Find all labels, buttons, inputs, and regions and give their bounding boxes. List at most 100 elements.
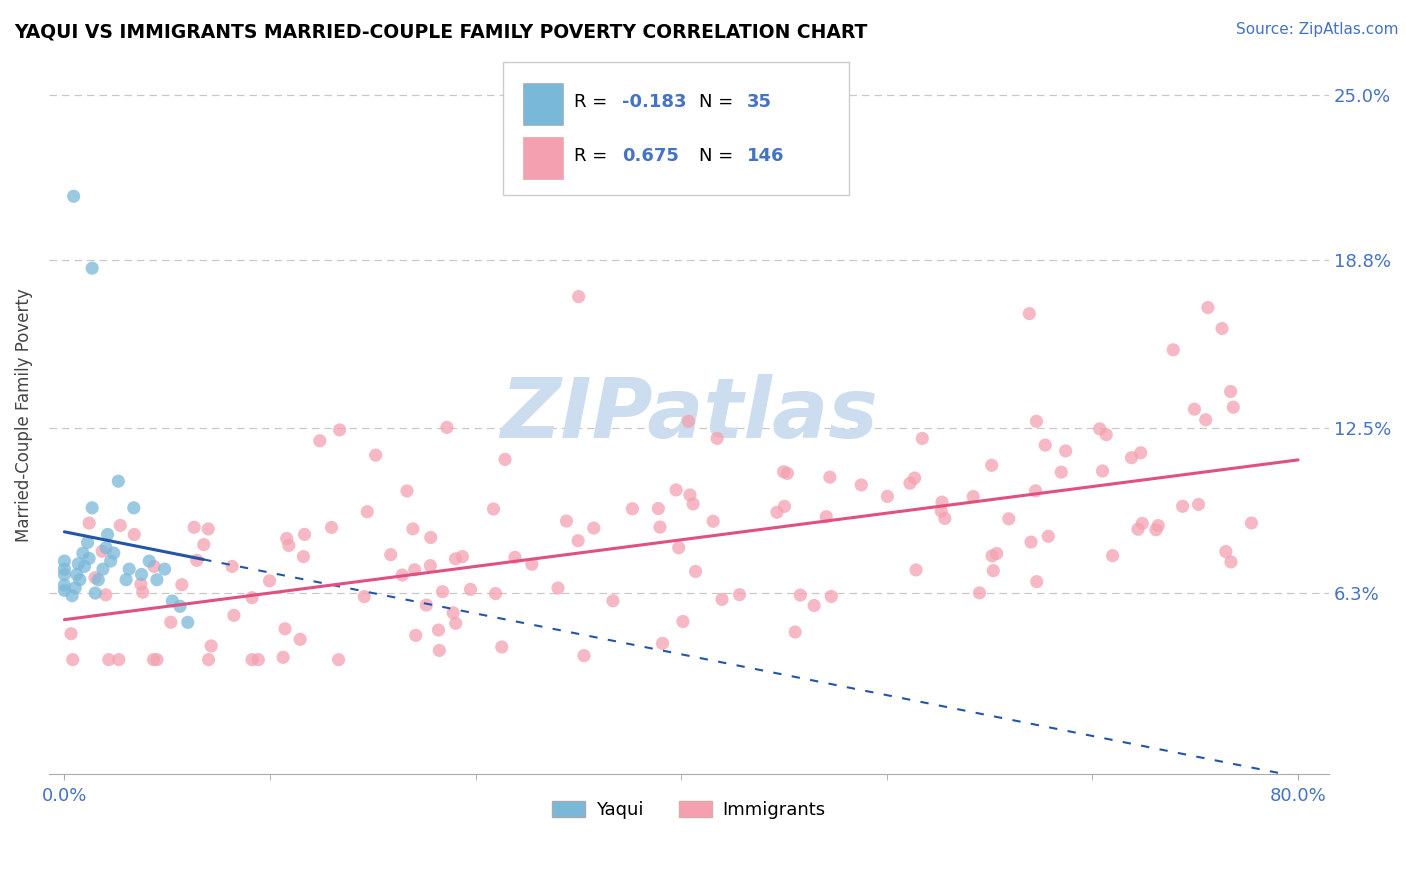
Point xyxy=(391,568,413,582)
Point xyxy=(1050,465,1073,479)
Point xyxy=(63,581,86,595)
Point xyxy=(277,538,299,552)
Point xyxy=(1219,384,1241,399)
Point xyxy=(678,414,700,428)
Point xyxy=(143,559,166,574)
Point xyxy=(665,483,688,497)
Point xyxy=(110,518,132,533)
Y-axis label: Married-Couple Family Poverty: Married-Couple Family Poverty xyxy=(15,288,32,541)
Point xyxy=(706,431,728,445)
Point xyxy=(1197,301,1219,315)
FancyBboxPatch shape xyxy=(523,83,564,125)
Point xyxy=(122,500,145,515)
Point xyxy=(1144,523,1167,537)
Point xyxy=(911,431,934,445)
Point xyxy=(851,478,873,492)
Point xyxy=(94,588,117,602)
Point xyxy=(169,599,191,614)
Point xyxy=(380,548,402,562)
Point xyxy=(547,581,569,595)
Point xyxy=(803,599,825,613)
Point xyxy=(146,573,169,587)
Point xyxy=(1220,555,1243,569)
Point xyxy=(60,626,83,640)
Point xyxy=(1215,544,1237,558)
Point xyxy=(356,505,378,519)
Point xyxy=(1025,574,1047,589)
Text: 35: 35 xyxy=(747,93,772,111)
Point xyxy=(329,423,352,437)
Point xyxy=(405,628,427,642)
Point xyxy=(197,522,219,536)
Point xyxy=(785,625,807,640)
Point xyxy=(728,588,751,602)
Point xyxy=(69,573,91,587)
Point xyxy=(77,551,100,566)
Point xyxy=(451,549,474,564)
Point xyxy=(115,573,138,587)
Point xyxy=(672,615,695,629)
Point xyxy=(60,589,83,603)
Point xyxy=(444,616,467,631)
Text: YAQUI VS IMMIGRANTS MARRIED-COUPLE FAMILY POVERTY CORRELATION CHART: YAQUI VS IMMIGRANTS MARRIED-COUPLE FAMIL… xyxy=(14,22,868,41)
Point xyxy=(682,497,704,511)
Point xyxy=(183,520,205,534)
Point xyxy=(789,588,811,602)
Text: N =: N = xyxy=(699,93,740,111)
Point xyxy=(1025,483,1047,498)
Point xyxy=(1129,446,1152,460)
Point xyxy=(1054,444,1077,458)
Point xyxy=(962,490,984,504)
Point xyxy=(929,504,952,518)
Text: 146: 146 xyxy=(747,147,785,165)
Point xyxy=(84,571,107,585)
Point xyxy=(94,541,117,555)
Point xyxy=(294,527,316,541)
Point xyxy=(766,505,789,519)
Point xyxy=(820,590,842,604)
Point xyxy=(1240,516,1263,530)
Point xyxy=(934,511,956,525)
Point xyxy=(107,474,129,488)
FancyBboxPatch shape xyxy=(523,136,564,179)
Point xyxy=(395,483,418,498)
Point xyxy=(981,564,1004,578)
Point xyxy=(100,554,122,568)
Point xyxy=(222,608,245,623)
Point xyxy=(247,652,270,666)
Point xyxy=(66,567,89,582)
Point xyxy=(503,550,526,565)
Text: N =: N = xyxy=(699,147,740,165)
Point xyxy=(679,488,702,502)
Point xyxy=(328,652,350,666)
Point xyxy=(160,615,183,630)
Point xyxy=(980,458,1002,473)
Text: R =: R = xyxy=(574,147,613,165)
Point xyxy=(82,261,104,276)
Point xyxy=(53,578,76,592)
Point xyxy=(53,554,76,568)
Point xyxy=(772,465,794,479)
Point xyxy=(186,553,208,567)
Point xyxy=(427,623,450,637)
Point xyxy=(572,648,595,663)
Point xyxy=(221,559,243,574)
Point xyxy=(1147,518,1170,533)
Point xyxy=(969,586,991,600)
Text: Source: ZipAtlas.com: Source: ZipAtlas.com xyxy=(1236,22,1399,37)
Point xyxy=(668,541,690,555)
Text: ZIPatlas: ZIPatlas xyxy=(501,374,877,455)
Point xyxy=(77,516,100,530)
Point xyxy=(129,577,152,591)
Point xyxy=(292,549,315,564)
Point xyxy=(898,476,921,491)
Point xyxy=(97,652,120,666)
Point xyxy=(460,582,482,597)
Point xyxy=(1033,438,1056,452)
Point xyxy=(621,501,644,516)
Point xyxy=(648,520,671,534)
Point xyxy=(162,594,184,608)
Point xyxy=(240,652,263,666)
Point xyxy=(647,501,669,516)
Point xyxy=(427,643,450,657)
